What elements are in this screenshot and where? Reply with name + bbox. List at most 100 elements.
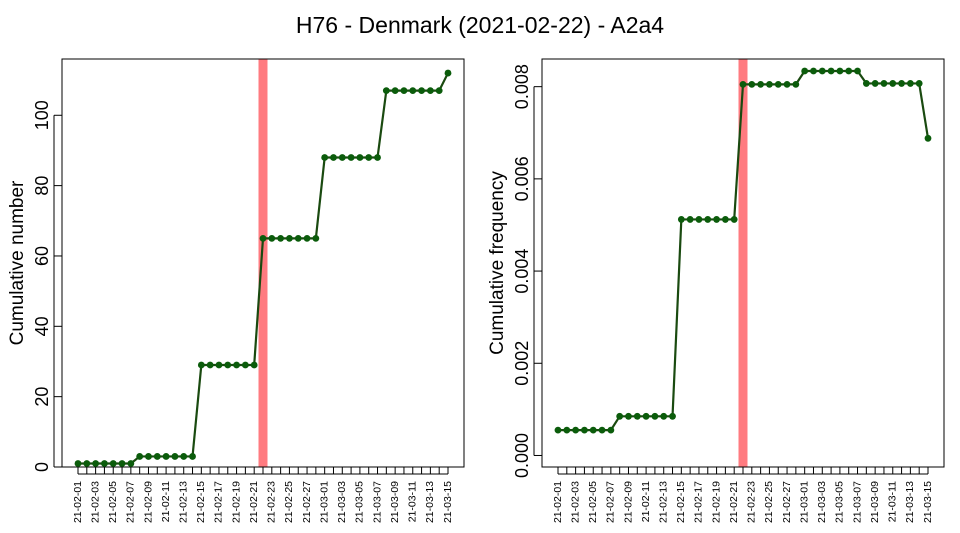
data-point [338, 154, 346, 161]
data-point [730, 216, 738, 223]
data-point [739, 80, 747, 88]
data-point [669, 412, 676, 420]
x-tick-label: 21-03-09 [869, 481, 881, 523]
x-tick-label: 21-03-01 [318, 481, 330, 523]
y-tick-label: 100 [32, 100, 52, 130]
x-tick-label: 21-02-13 [657, 481, 669, 523]
chart-title: H76 - Denmark (2021-02-22) - A2a4 [295, 12, 665, 38]
chart-panel-1: 0 20 40 60 80 100 Cumulative number 21-02-01 21-… [7, 58, 465, 523]
data-point [83, 460, 91, 467]
y-tick-label: 80 [32, 176, 52, 196]
x-tick-label: 21-02-03 [89, 481, 101, 523]
data-point [286, 234, 293, 242]
data-point [444, 69, 452, 77]
y-tick-label: 20 [32, 387, 52, 407]
data-point [810, 67, 817, 75]
data-point [889, 80, 897, 87]
x-tick-label: 21-02-27 [781, 481, 793, 523]
data-point [162, 453, 170, 460]
y-tick-label: 0.004 [512, 249, 532, 294]
data-point [660, 412, 668, 420]
x-tick-label: 21-02-17 [213, 481, 225, 523]
y-tick-label: 40 [32, 316, 52, 336]
x-tick-label: 21-02-15 [195, 481, 207, 523]
data-point [356, 154, 364, 161]
x-tick-label: 21-02-03 [569, 481, 581, 523]
data-point [365, 154, 373, 161]
x-tick-label: 21-02-27 [301, 481, 313, 523]
data-point [92, 460, 100, 467]
data-point [651, 412, 659, 420]
highlight-band [258, 59, 268, 467]
y-tick-label: 0.000 [512, 433, 532, 478]
y-axis-label: Cumulative number [7, 180, 28, 345]
data-point [572, 426, 580, 434]
data-point [827, 67, 835, 75]
y-tick-label: 0.006 [512, 156, 532, 201]
x-tick-label: 21-03-05 [354, 481, 366, 523]
data-point [435, 87, 443, 95]
data-point [748, 80, 756, 88]
data-point [818, 67, 826, 75]
data-point [233, 361, 240, 369]
data-point [215, 361, 223, 369]
data-point [391, 87, 399, 95]
data-point [109, 460, 117, 467]
data-point [836, 67, 844, 75]
data-point [409, 87, 417, 95]
x-tick-label: 21-03-13 [904, 481, 916, 523]
data-point [581, 426, 588, 434]
data-point [180, 453, 188, 460]
data-point [374, 154, 381, 161]
x-tick-label: 21-03-09 [389, 481, 401, 523]
data-point [171, 453, 179, 460]
data-point [382, 87, 390, 95]
data-point [862, 80, 870, 87]
data-point [101, 460, 108, 467]
x-tick-label: 21-02-25 [763, 481, 775, 523]
data-point [400, 87, 408, 95]
data-point [898, 80, 905, 87]
data-point [924, 134, 932, 142]
x-tick-label: 21-02-13 [177, 481, 189, 523]
data-point [136, 453, 144, 460]
x-tick-label: 21-03-07 [371, 481, 383, 523]
data-point [854, 67, 861, 75]
x-tick-label: 21-03-15 [442, 481, 454, 523]
data-point [250, 361, 258, 369]
chart-panel-2: 0.000 0.002 0.004 0.006 0.008 Cumulative freq… [487, 58, 945, 523]
data-point [563, 426, 571, 434]
x-tick-label: 21-02-07 [125, 481, 137, 523]
data-point [277, 234, 285, 242]
data-point [312, 234, 320, 242]
x-tick-label: 21-03-05 [834, 481, 846, 523]
x-tick-label: 21-02-07 [605, 481, 617, 523]
data-point [633, 412, 641, 420]
y-axis-label: Cumulative frequency [487, 171, 508, 355]
data-point [757, 80, 765, 88]
x-tick-label: 21-02-19 [710, 481, 722, 523]
data-point [686, 216, 694, 223]
data-point [695, 216, 703, 223]
data-point [418, 87, 425, 95]
data-point [153, 453, 161, 460]
x-tick-label: 21-02-09 [622, 481, 634, 523]
x-tick-label: 21-02-19 [230, 481, 242, 523]
data-point [347, 154, 355, 161]
x-tick-label: 21-02-23 [746, 481, 758, 523]
data-point [915, 80, 923, 87]
x-tick-label: 21-03-03 [336, 481, 348, 523]
data-point [330, 154, 337, 161]
data-point [241, 361, 249, 369]
data-point [625, 412, 632, 420]
y-tick-label: 60 [32, 246, 52, 266]
y-tick-label: 0.002 [512, 341, 532, 386]
data-point [642, 412, 650, 420]
x-tick-label: 21-02-05 [107, 481, 119, 523]
x-tick-label: 21-03-13 [424, 481, 436, 523]
highlight-band [738, 59, 748, 467]
x-tick-label: 21-02-15 [675, 481, 687, 523]
x-tick-label: 21-03-03 [816, 481, 828, 523]
data-point [206, 361, 214, 369]
